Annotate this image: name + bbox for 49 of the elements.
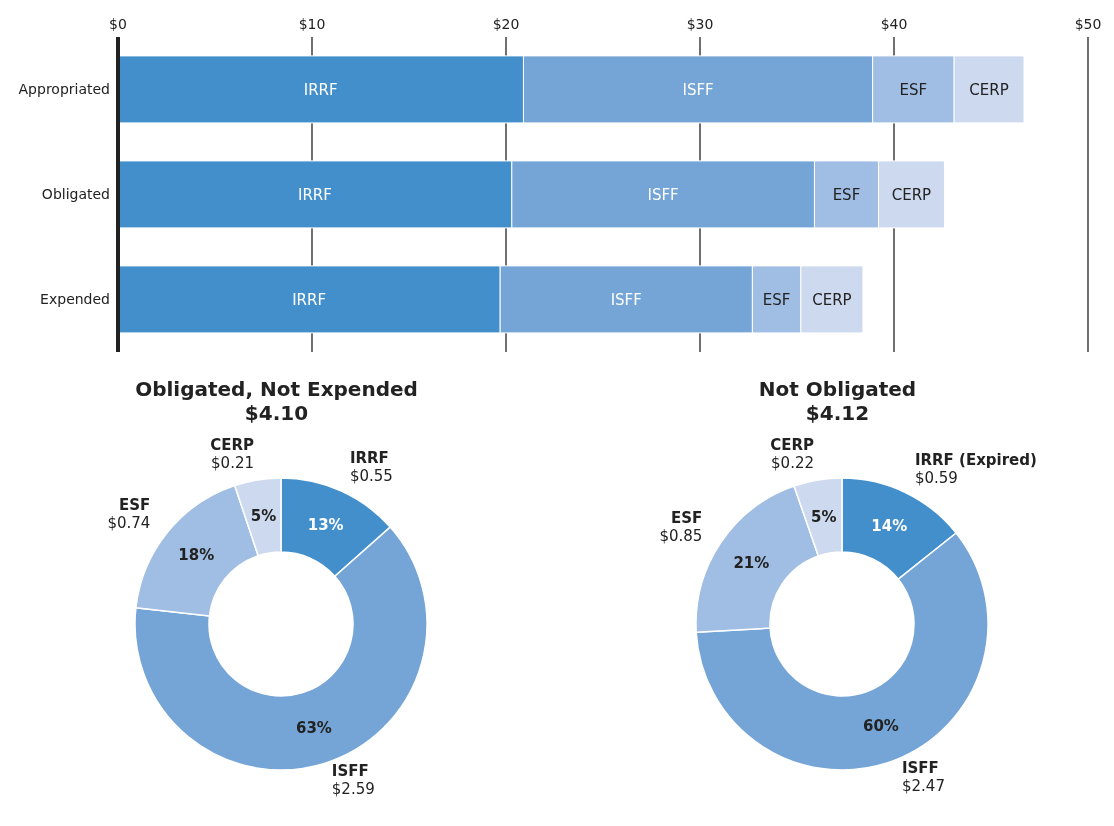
text: 5% xyxy=(250,507,277,526)
slice-label: ISFF xyxy=(331,762,369,781)
text: 60% xyxy=(862,716,899,735)
slice-label: IRRF (Expired) xyxy=(914,450,1037,469)
x-tick-label: $30 xyxy=(686,16,714,32)
x-tick-label: $20 xyxy=(492,16,520,32)
text: ESF xyxy=(899,80,928,99)
y-tick-label: Expended xyxy=(40,291,110,308)
slice-label: CERP xyxy=(210,436,255,455)
y-tick-label: Obligated xyxy=(41,186,110,203)
y-tick-label: Appropriated xyxy=(18,81,110,98)
slice-label: IRRF xyxy=(349,448,389,467)
text: 21% xyxy=(733,554,770,573)
series-label: ISFF xyxy=(610,290,642,309)
data-label: $0.22 xyxy=(771,454,815,473)
category-label: IRRF xyxy=(297,185,332,204)
slice-label: ISFF xyxy=(901,758,939,777)
chart-title: Not Obligated xyxy=(757,377,918,401)
x-tick-label: $10 xyxy=(298,16,326,32)
slice-label: CERP xyxy=(770,436,815,455)
data-label: $2.59 xyxy=(331,780,375,799)
category-label: ISFF xyxy=(647,185,679,204)
text: 18% xyxy=(178,546,215,565)
text: 13% xyxy=(307,515,344,534)
category-label: ESF xyxy=(832,185,861,204)
chart-subtitle: $4.10 xyxy=(243,401,310,425)
series-label: IRRF xyxy=(292,290,327,309)
data-label: $0.21 xyxy=(211,454,255,473)
text: 14% xyxy=(871,516,908,535)
category-label: CERP xyxy=(891,185,932,204)
data-label: $0.85 xyxy=(659,526,703,545)
text: 63% xyxy=(296,718,332,737)
x-tick-label: $40 xyxy=(880,16,908,32)
slice-label: ESF xyxy=(671,508,703,527)
data-label: $2.47 xyxy=(901,776,945,795)
x-tick-label: $50 xyxy=(1074,16,1102,32)
text: IRRF xyxy=(303,80,338,99)
chart-title: Obligated, Not Expended xyxy=(134,377,419,401)
text: ISFF xyxy=(682,80,714,99)
chart-subtitle: $4.12 xyxy=(804,401,871,425)
data-label: $0.55 xyxy=(349,466,393,485)
text: 5% xyxy=(811,507,837,526)
text: CERP xyxy=(969,80,1009,99)
series-label: ESF xyxy=(762,290,791,309)
data-label: $0.74 xyxy=(107,514,151,533)
slice-label: ESF xyxy=(119,496,151,515)
x-tick-label: $0 xyxy=(109,16,127,32)
data-label: $0.59 xyxy=(914,468,958,487)
series-label: CERP xyxy=(812,290,852,309)
